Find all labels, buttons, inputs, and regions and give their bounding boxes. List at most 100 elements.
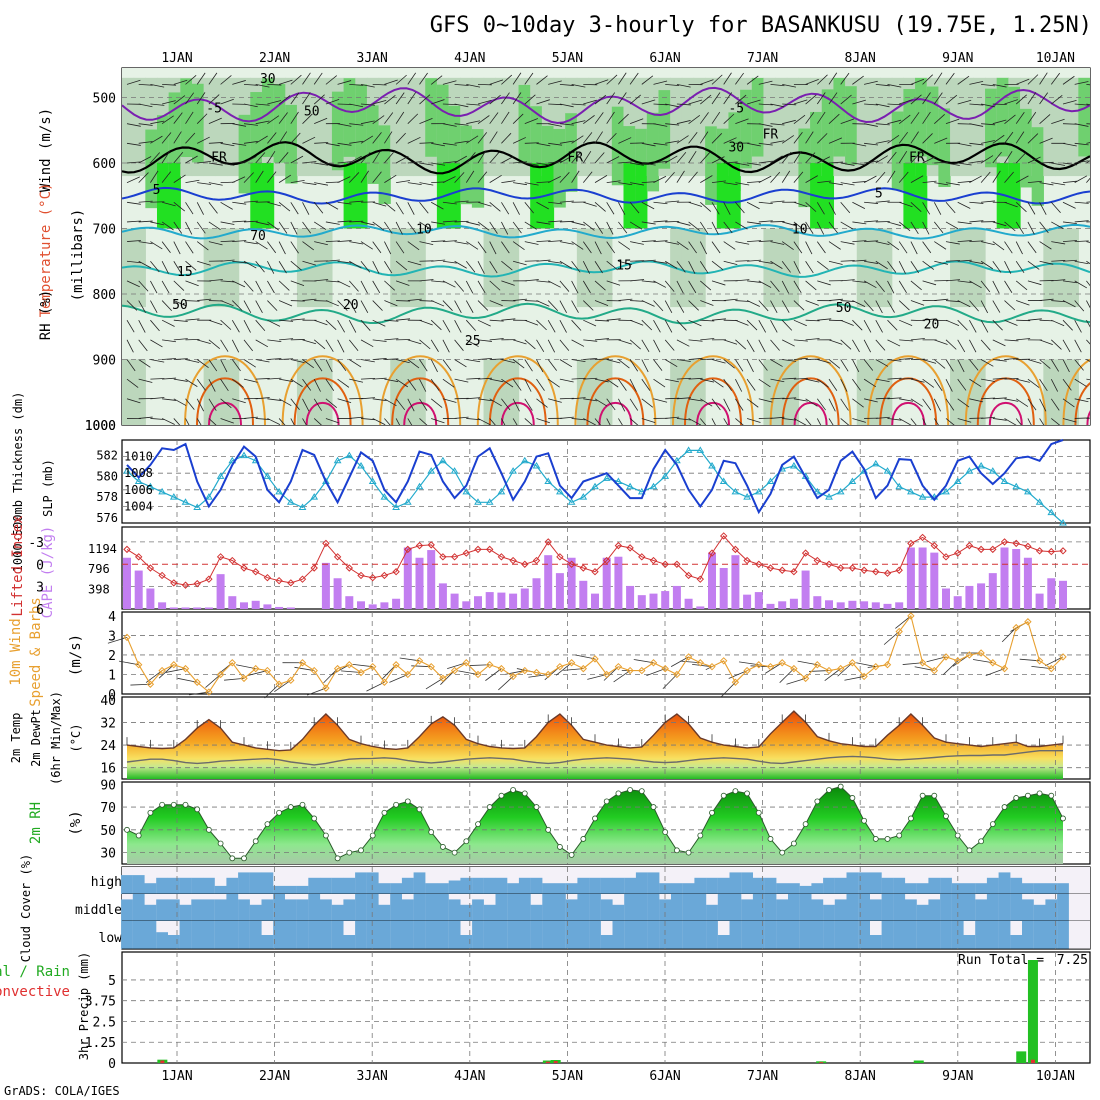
wind-barb bbox=[1004, 300, 1016, 311]
lifted-tick-label: -3 bbox=[28, 536, 44, 551]
wind-barb bbox=[536, 240, 551, 242]
wind-barb bbox=[770, 378, 785, 383]
wind-barb bbox=[805, 398, 818, 407]
wind-barb bbox=[864, 398, 878, 403]
rh-band-green bbox=[1031, 127, 1044, 206]
thickness-marker bbox=[485, 498, 494, 505]
rh2m-marker bbox=[814, 798, 821, 805]
wind-barb bbox=[922, 111, 931, 124]
wind-barb bbox=[922, 318, 937, 321]
cape-bar bbox=[240, 602, 248, 609]
wind-barb bbox=[887, 135, 900, 144]
thickness-marker bbox=[825, 493, 833, 500]
wind-barb bbox=[185, 398, 195, 410]
wind-barb bbox=[536, 378, 545, 391]
wind-barb bbox=[1004, 357, 1019, 360]
wind-barb bbox=[863, 300, 874, 312]
wind-barb bbox=[314, 279, 329, 282]
wind-barb bbox=[969, 359, 979, 371]
cloud-bar-middle bbox=[343, 899, 356, 921]
wind10m-marker bbox=[485, 661, 494, 669]
wind-barb bbox=[1004, 201, 1018, 208]
wind-barb bbox=[267, 171, 277, 183]
wind-barb bbox=[688, 339, 703, 342]
cloud-bar-low bbox=[390, 921, 402, 949]
day-label-bottom: 8JAN bbox=[845, 1069, 876, 1084]
wind10m-marker bbox=[205, 688, 213, 696]
wind-barb bbox=[208, 117, 222, 125]
rh2m-marker bbox=[638, 788, 645, 795]
wind-barb bbox=[1086, 260, 1090, 265]
wind-barb bbox=[887, 241, 900, 251]
wind-barb bbox=[1062, 162, 1077, 166]
wind-barb bbox=[384, 174, 397, 183]
thickness-frame bbox=[121, 439, 1091, 524]
wind10m-label: 10m Wind bbox=[8, 618, 24, 685]
wind-barb bbox=[337, 359, 347, 372]
wind-barb bbox=[279, 338, 294, 341]
wind-barb bbox=[793, 261, 801, 274]
wind-barb bbox=[232, 220, 247, 223]
wind-barb bbox=[875, 200, 890, 203]
thickness-marker bbox=[345, 451, 354, 459]
wind-barb bbox=[419, 339, 431, 350]
contour-label: 50 bbox=[172, 298, 188, 313]
cloud-bar-low bbox=[448, 921, 461, 949]
wind-barb bbox=[337, 240, 352, 242]
wind-barb bbox=[945, 339, 957, 350]
cloud-bar-middle bbox=[460, 904, 473, 921]
wind10m-barb bbox=[118, 660, 139, 666]
cloud-bar-middle bbox=[752, 894, 765, 921]
wind-barb bbox=[1039, 161, 1054, 164]
wind-barb bbox=[887, 300, 895, 313]
wind-barb bbox=[384, 398, 397, 407]
lifted-marker bbox=[731, 545, 740, 554]
wind-barb bbox=[594, 300, 609, 306]
rh2m-marker bbox=[603, 798, 610, 805]
wind-barb bbox=[735, 221, 748, 230]
wind-barb bbox=[1074, 398, 1089, 403]
wind-barb bbox=[899, 99, 913, 105]
wind-barb bbox=[512, 92, 522, 105]
wind-barb bbox=[981, 397, 996, 400]
wind-barb bbox=[864, 103, 879, 106]
wind-barb bbox=[711, 418, 716, 425]
wind-barb bbox=[957, 99, 972, 105]
wind10m-marker bbox=[170, 661, 178, 669]
surface-isotherm-loop bbox=[305, 401, 340, 425]
wind-barb bbox=[782, 418, 797, 421]
rh2m-marker bbox=[510, 787, 516, 793]
rh2m-marker bbox=[439, 844, 446, 850]
wind-barb bbox=[957, 378, 967, 391]
cloud-bar-high bbox=[799, 885, 812, 894]
wind-barb bbox=[196, 378, 206, 391]
thickness-marker bbox=[380, 493, 389, 500]
thickness-marker bbox=[754, 487, 763, 495]
wind10m-barb bbox=[728, 670, 748, 679]
wind-barb bbox=[629, 94, 641, 105]
wind-barb bbox=[1062, 319, 1073, 331]
rh2m-marker bbox=[989, 821, 996, 828]
wind-barb bbox=[805, 221, 814, 234]
wind-barb bbox=[863, 280, 877, 289]
rh2m-marker bbox=[568, 851, 575, 858]
isotherm-line bbox=[122, 141, 1090, 175]
day-label-bottom: 10JAN bbox=[1036, 1069, 1075, 1084]
cloud-bar-low bbox=[191, 921, 204, 949]
lifted-marker bbox=[638, 553, 646, 561]
wind-barb bbox=[700, 280, 712, 291]
wind-barb bbox=[1027, 133, 1039, 144]
wind10m-marker bbox=[275, 680, 283, 688]
lifted-marker bbox=[170, 579, 178, 587]
rh2m-marker bbox=[580, 836, 587, 842]
surface-isotherm-loop bbox=[1086, 410, 1090, 425]
wind-barb bbox=[559, 416, 574, 419]
cape-bar bbox=[591, 593, 599, 609]
wind-barb bbox=[852, 378, 861, 391]
wind-barb bbox=[454, 339, 464, 351]
precip-tick-label: 3.75 bbox=[85, 995, 116, 1010]
wind10m-marker bbox=[439, 674, 447, 683]
cloud-bar-middle bbox=[647, 894, 660, 921]
